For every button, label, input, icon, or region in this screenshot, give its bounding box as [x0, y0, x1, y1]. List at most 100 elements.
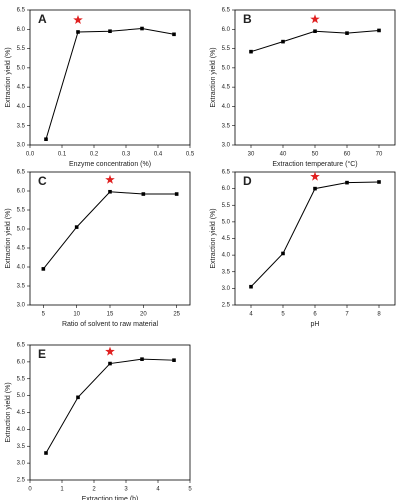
x-axis-label: Enzyme concentration (%): [69, 161, 151, 168]
x-tick-label: 7: [345, 312, 349, 318]
data-point: [41, 267, 46, 271]
y-tick-label: 5.0: [222, 219, 231, 225]
panel-label: C: [38, 174, 47, 188]
y-tick-label: 3.0: [17, 461, 26, 467]
x-tick-label: 10: [73, 312, 80, 318]
y-axis-label: Extraction yield (%): [5, 208, 12, 268]
highlight-star: [105, 174, 115, 184]
x-axis-label: Extraction time (h): [82, 496, 139, 500]
y-tick-label: 3.5: [17, 123, 26, 129]
y-tick-label: 3.0: [222, 143, 231, 149]
data-point: [249, 49, 253, 54]
data-point: [140, 357, 144, 361]
y-tick-label: 6.5: [17, 170, 26, 176]
x-tick-label: 5: [42, 312, 46, 318]
y-tick-label: 3.0: [17, 143, 26, 149]
y-tick-label: 4.5: [222, 236, 231, 242]
x-tick-label: 15: [107, 312, 114, 318]
x-tick-label: 20: [140, 312, 147, 318]
y-tick-label: 4.5: [17, 85, 26, 91]
series-line: [45, 28, 175, 140]
y-tick-label: 6.5: [222, 170, 231, 176]
x-tick-label: 0: [28, 487, 32, 493]
y-axis-label: Extraction yield (%): [5, 382, 12, 442]
y-tick-label: 5.5: [17, 208, 26, 214]
x-tick-label: 1: [60, 487, 64, 493]
x-tick-label: 6: [313, 312, 317, 318]
data-point: [76, 30, 80, 34]
data-point: [377, 180, 381, 184]
panel-label: A: [38, 12, 47, 26]
data-point: [108, 189, 112, 194]
y-tick-label: 6.0: [222, 186, 231, 192]
x-tick-label: 0.1: [58, 152, 67, 158]
panel-label: E: [38, 347, 46, 361]
y-tick-label: 4.0: [17, 265, 26, 271]
y-tick-label: 5.0: [17, 393, 26, 399]
x-tick-label: 60: [344, 152, 351, 158]
y-tick-label: 6.5: [17, 8, 26, 14]
x-tick-label: 0.0: [26, 152, 35, 158]
plot-frame: [29, 9, 191, 146]
data-point: [44, 137, 48, 142]
y-tick-label: 6.0: [222, 27, 231, 33]
data-point: [377, 28, 381, 33]
data-point: [249, 284, 253, 289]
data-point: [140, 26, 144, 31]
data-point: [108, 361, 112, 366]
highlight-star: [310, 14, 320, 24]
x-tick-label: 0.2: [90, 152, 99, 158]
x-tick-label: 5: [188, 487, 192, 493]
y-tick-label: 3.5: [17, 284, 26, 290]
x-tick-label: 0.4: [154, 152, 163, 158]
y-axis-label: Extraction yield (%): [210, 208, 217, 268]
x-tick-label: 5: [281, 312, 285, 318]
panel-label: B: [243, 12, 252, 26]
y-tick-label: 4.0: [222, 253, 231, 259]
highlight-star: [310, 171, 320, 181]
x-axis-label: pH: [311, 321, 320, 328]
y-tick-label: 3.5: [222, 123, 231, 129]
data-point: [74, 225, 79, 229]
x-tick-label: 3: [124, 487, 128, 493]
x-axis-label: Extraction temperature (°C): [272, 160, 357, 168]
data-point: [313, 186, 317, 191]
y-tick-label: 3.0: [222, 286, 231, 292]
y-tick-label: 3.0: [17, 303, 26, 309]
y-tick-label: 4.5: [222, 85, 231, 91]
y-tick-label: 4.5: [17, 410, 26, 416]
x-tick-label: 40: [280, 152, 287, 158]
x-tick-label: 70: [376, 152, 383, 158]
x-tick-label: 25: [173, 312, 180, 318]
data-point: [345, 180, 349, 185]
y-tick-label: 4.0: [17, 427, 26, 433]
plot-frame: [234, 171, 396, 306]
series-line: [45, 358, 175, 454]
y-axis-label: Extraction yield (%): [5, 47, 12, 107]
y-tick-label: 5.0: [17, 65, 26, 71]
y-tick-label: 5.5: [222, 46, 231, 52]
data-point: [44, 451, 48, 455]
data-point: [174, 192, 179, 196]
y-tick-label: 5.5: [17, 376, 26, 382]
y-tick-label: 5.0: [222, 65, 231, 71]
series-line: [42, 191, 177, 270]
data-point: [141, 192, 146, 196]
data-point: [108, 29, 112, 34]
x-tick-label: 2: [92, 487, 96, 493]
y-tick-label: 4.0: [17, 104, 26, 110]
x-tick-label: 0.3: [122, 152, 131, 158]
data-point: [76, 395, 80, 400]
series-line: [250, 29, 380, 53]
y-tick-label: 4.0: [222, 104, 231, 110]
y-tick-label: 3.5: [222, 269, 231, 275]
y-tick-label: 2.5: [222, 303, 231, 309]
data-point: [313, 29, 317, 34]
data-point: [172, 358, 176, 362]
y-tick-label: 6.5: [222, 8, 231, 14]
data-point: [345, 31, 349, 35]
data-point: [281, 39, 285, 44]
x-axis-label: Ratio of solvent to raw material: [62, 321, 159, 328]
data-point: [172, 32, 176, 37]
